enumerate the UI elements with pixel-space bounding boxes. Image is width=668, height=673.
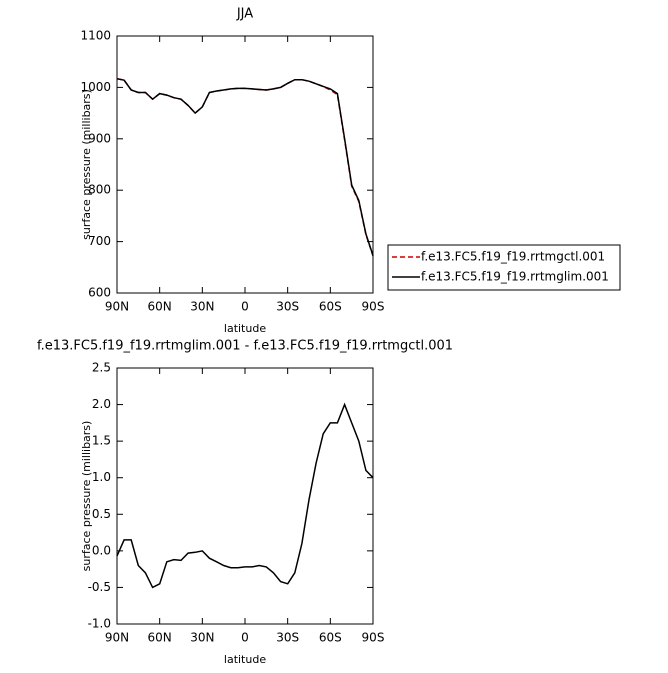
- y-tick-label: 1.5: [92, 434, 111, 448]
- x-tick-label: 30S: [276, 300, 299, 314]
- legend-label: f.e13.FC5.f19_f19.rrtmgctl.001: [421, 250, 605, 264]
- data-line: [116, 402, 374, 589]
- y-tick-label: 600: [88, 286, 111, 300]
- y-tick-label: 800: [88, 183, 111, 197]
- y-tick-label: 700: [88, 234, 111, 248]
- y-axis-label: surface pressure (millibars): [80, 421, 93, 572]
- y-tick-label: 1000: [80, 80, 111, 94]
- legend-box: [387, 244, 621, 291]
- y-tick-label: -1.0: [88, 617, 111, 631]
- x-tick-label: 30N: [190, 300, 214, 314]
- y-tick-label: 1.0: [92, 470, 111, 484]
- data-line: [116, 77, 374, 257]
- x-tick-label: 30N: [190, 631, 214, 645]
- x-tick-label: 30S: [276, 631, 299, 645]
- x-tick-label: 60S: [319, 300, 342, 314]
- chart-title: JJA: [236, 7, 253, 22]
- x-tick-label: 90S: [362, 300, 385, 314]
- x-tick-label: 60N: [148, 631, 172, 645]
- y-tick-label: 0.0: [92, 543, 111, 557]
- x-tick-label: 90S: [362, 631, 385, 645]
- y-tick-label: 0.5: [92, 507, 111, 521]
- data-line: [116, 77, 374, 256]
- x-axis-label: latitude: [224, 653, 266, 666]
- plot-frame: [116, 35, 374, 294]
- plot-frame: [116, 367, 374, 625]
- y-axis-label: surface pressure (millibars): [80, 89, 93, 240]
- y-tick-label: 2.5: [92, 361, 111, 375]
- chart-title: f.e13.FC5.f19_f19.rrtmglim.001 - f.e13.F…: [37, 339, 453, 354]
- y-tick-label: 2.0: [92, 397, 111, 411]
- x-axis-label: latitude: [224, 322, 266, 335]
- x-tick-label: 90N: [105, 631, 129, 645]
- x-tick-label: 60N: [148, 300, 172, 314]
- y-tick-label: 900: [88, 131, 111, 145]
- x-tick-label: 0: [241, 631, 249, 645]
- x-tick-label: 0: [241, 300, 249, 314]
- x-tick-label: 90N: [105, 300, 129, 314]
- y-tick-label: 1100: [80, 29, 111, 43]
- x-tick-label: 60S: [319, 631, 342, 645]
- y-tick-label: -0.5: [88, 580, 111, 594]
- legend-label: f.e13.FC5.f19_f19.rrtmglim.001: [421, 270, 609, 284]
